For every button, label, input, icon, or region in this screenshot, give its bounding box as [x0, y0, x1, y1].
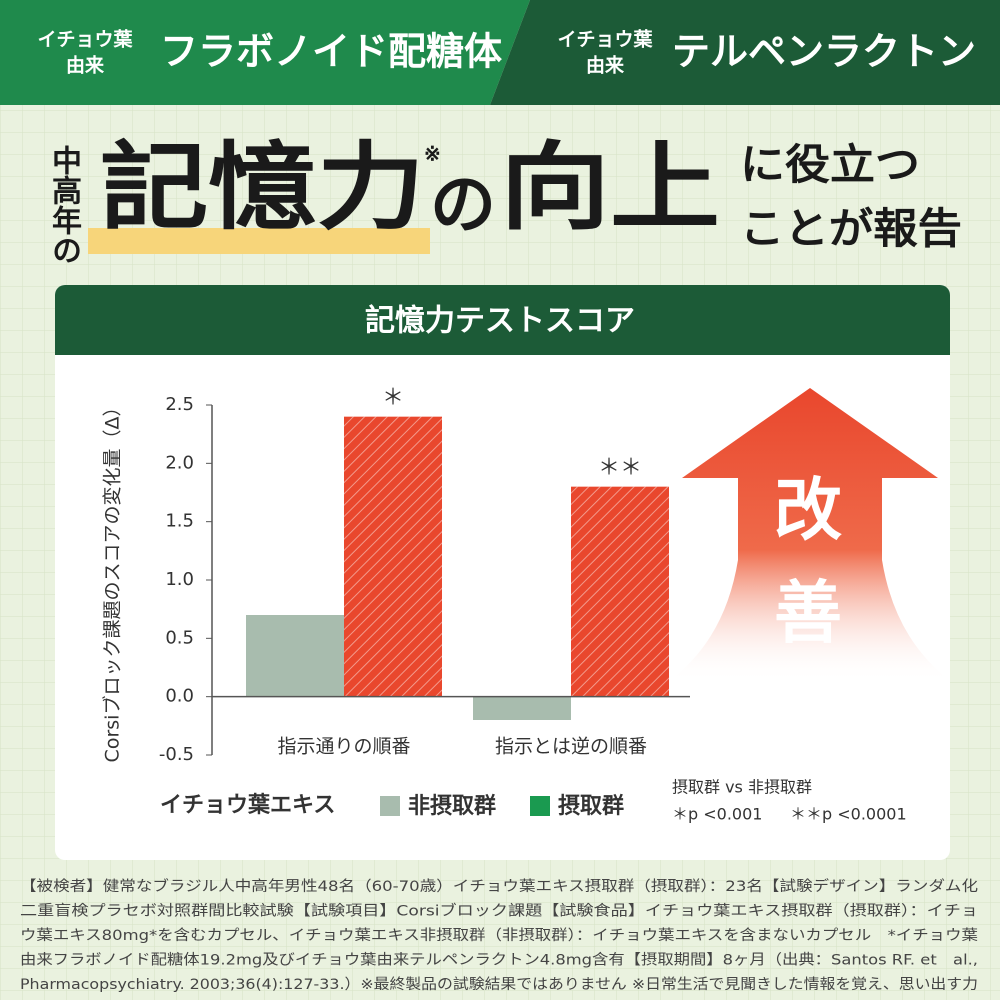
arrow — [668, 388, 952, 682]
legend-swatch — [380, 796, 400, 816]
y-tick-label: -0.5 — [159, 744, 194, 765]
headline-main: 向上 — [500, 132, 720, 243]
note: ＊＊p <0.0001 — [790, 805, 907, 824]
bar — [246, 615, 344, 697]
y-tick-label: 1.5 — [165, 511, 194, 532]
x-tick-label: 指示通りの順番 — [277, 736, 410, 758]
chart-header — [55, 285, 950, 355]
y-tick-label: 1.0 — [165, 569, 194, 590]
headline-tail: ことが報告 — [740, 204, 962, 253]
y-tick-label: 2.5 — [165, 394, 194, 415]
significance-marker: ＊＊ — [598, 456, 642, 481]
y-tick-label: 0.0 — [165, 686, 194, 707]
legend-swatch — [530, 796, 550, 816]
tab-prefix: 由来 — [586, 54, 624, 77]
chart-panel — [55, 285, 950, 860]
footnote-line: 二重盲検プラセボ対照群間比較試験【試験項目】Corsiブロック課題【試験食品】イ… — [20, 902, 978, 920]
bar-hatch — [571, 486, 669, 697]
y-tick-label: 2.0 — [165, 452, 194, 473]
tab-prefix: イチョウ葉 — [37, 29, 133, 51]
footnote-line: 由来フラボノイド配糖体19.2mg及びイチョウ葉由来テルペンラクトン4.8mg含… — [20, 952, 978, 969]
header-tab — [490, 0, 1000, 105]
note: 摂取群 vs 非摂取群 — [672, 778, 812, 797]
legend-label: 非摂取群 — [408, 793, 496, 819]
headline: 中高年の 記憶力 ※ の 向上 に役立つ ことが報告 — [46, 132, 962, 265]
y-tick-label: 0.5 — [165, 627, 194, 648]
highlight — [88, 228, 430, 254]
tab-title: テルペンラクトン — [672, 30, 976, 74]
arrow-text: 改 — [774, 472, 842, 551]
header-tab — [0, 0, 530, 105]
chart-title: 記憶力テストスコア — [365, 304, 635, 339]
legend-label: 摂取群 — [558, 793, 624, 819]
footnote-line: ウ葉エキス80mg*を含むカプセル、イチョウ葉エキス非摂取群（非摂取群）：イチョ… — [20, 927, 979, 944]
headline-mark: ※ — [424, 142, 441, 166]
tab-prefix: イチョウ葉 — [557, 29, 653, 51]
arrow-text: 善 — [774, 575, 842, 654]
footnote: 【被検者】健常なブラジル人中高年男性48名（60-70歳）イチョウ葉エキス摂取群… — [20, 877, 979, 993]
y-axis-label: Corsiブロック課題のスコアの変化量（Δ） — [101, 398, 124, 763]
footnote-line: 【被検者】健常なブラジル人中高年男性48名（60-70歳）イチョウ葉エキス摂取群… — [20, 877, 978, 895]
footnote-line: Pharmacopsychiatry. 2003;36(4):127-33.）※… — [20, 976, 978, 993]
headline-main: 記憶力 — [100, 132, 425, 243]
headline-particle: の — [430, 165, 496, 243]
headline-tail: に役立つ — [740, 140, 920, 189]
tab-title: フラボノイド配糖体 — [160, 30, 502, 74]
legend-title: イチョウ葉エキス — [160, 793, 335, 818]
significance-marker: ＊ — [382, 386, 404, 411]
headline-side: 中高年の — [46, 145, 82, 265]
bar — [473, 696, 571, 720]
bar-hatch — [344, 416, 442, 697]
x-tick-label: 指示とは逆の順番 — [495, 736, 647, 758]
note: ＊p <0.001 — [672, 805, 762, 824]
tab-prefix: 由来 — [66, 54, 104, 77]
plot: -0.5 0.0 0.5 1.0 1.5 2.0 2.5 ＊ 指示通りの順番 ＊＊ 指示とは逆の順番… — [159, 386, 690, 819]
header: イチョウ葉 由来 フラボノイド配糖体 イチョウ葉 由来 テルペンラクトン — [37, 29, 976, 77]
